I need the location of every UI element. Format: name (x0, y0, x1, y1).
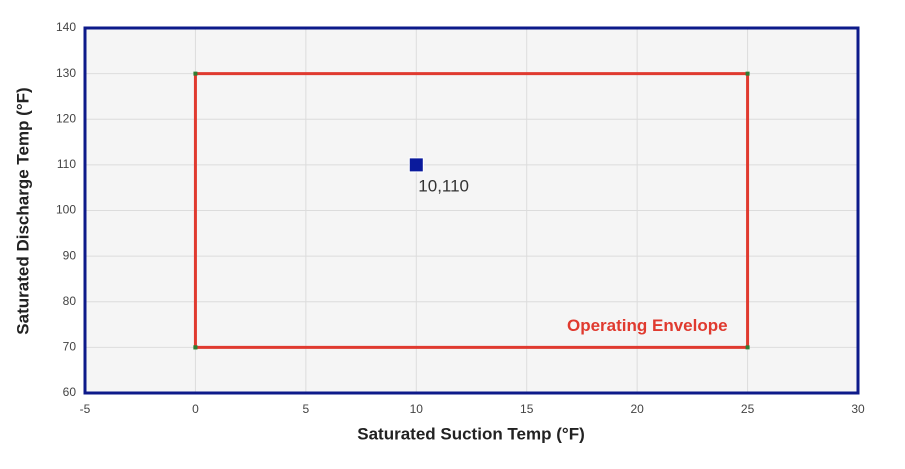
envelope-vertex (745, 71, 750, 76)
y-tick-label: 90 (63, 248, 77, 262)
point-label: 10,110 (418, 176, 469, 195)
y-axis-title: Saturated Discharge Temp (°F) (13, 87, 32, 334)
y-tick-label: 140 (56, 20, 76, 34)
y-tick-label: 100 (56, 203, 76, 217)
data-point (408, 157, 424, 173)
x-tick-label: 20 (630, 402, 644, 416)
x-tick-label: 30 (851, 402, 865, 416)
envelope-vertex (193, 345, 198, 350)
y-tick-label: 80 (63, 294, 77, 308)
plot-border (83, 26, 860, 395)
envelope-label: Operating Envelope (567, 316, 728, 335)
y-tick-label: 70 (63, 340, 77, 354)
x-tick-label: 25 (741, 402, 755, 416)
x-tick-label: 10 (410, 402, 424, 416)
x-axis-title: Saturated Suction Temp (°F) (357, 424, 585, 443)
marks (193, 71, 750, 350)
y-tick-label: 110 (57, 157, 76, 171)
y-tick-label: 130 (56, 66, 76, 80)
y-tick-label: 120 (56, 111, 76, 125)
y-tick-label: 60 (63, 385, 77, 399)
x-tick-label: 15 (520, 402, 534, 416)
envelope-vertex (745, 345, 750, 350)
x-tick-label: 0 (192, 402, 199, 416)
envelope-vertex (193, 71, 198, 76)
x-tick-label: -5 (80, 402, 91, 416)
x-tick-label: 5 (303, 402, 310, 416)
